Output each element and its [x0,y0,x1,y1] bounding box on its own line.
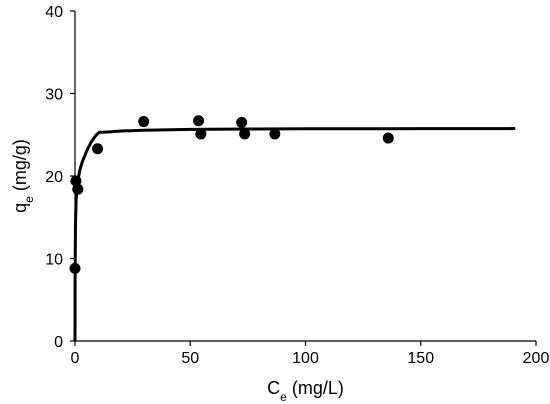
x-tick-label: 150 [407,350,434,367]
data-point [195,128,207,140]
data-point [239,128,251,140]
fit-curve [73,127,516,342]
data-point [138,116,150,128]
y-tick-label: 20 [45,169,63,186]
data-point [193,115,205,127]
y-tick-label: 40 [45,4,63,21]
fit-curve-group [73,127,516,342]
data-point [382,132,394,144]
data-point [72,183,84,195]
data-point [69,262,81,274]
data-point [236,116,248,128]
data-point [70,175,82,187]
y-axis-title: qe (mg/g) [10,139,36,213]
x-axis-title: Ce (mg/L) [267,378,344,404]
axes: 0 10 20 30 40 0 50 100 150 200 [45,4,549,367]
data-point [269,128,281,140]
x-tick-label: 100 [292,350,319,367]
x-tick-label: 50 [181,350,199,367]
y-tick-label: 30 [45,87,63,104]
y-tick-label: 0 [54,334,63,351]
x-tick-label: 0 [71,350,80,367]
data-points [69,115,394,274]
y-tick-label: 10 [45,252,63,269]
x-tick-label: 200 [523,350,550,367]
data-point [92,143,104,155]
